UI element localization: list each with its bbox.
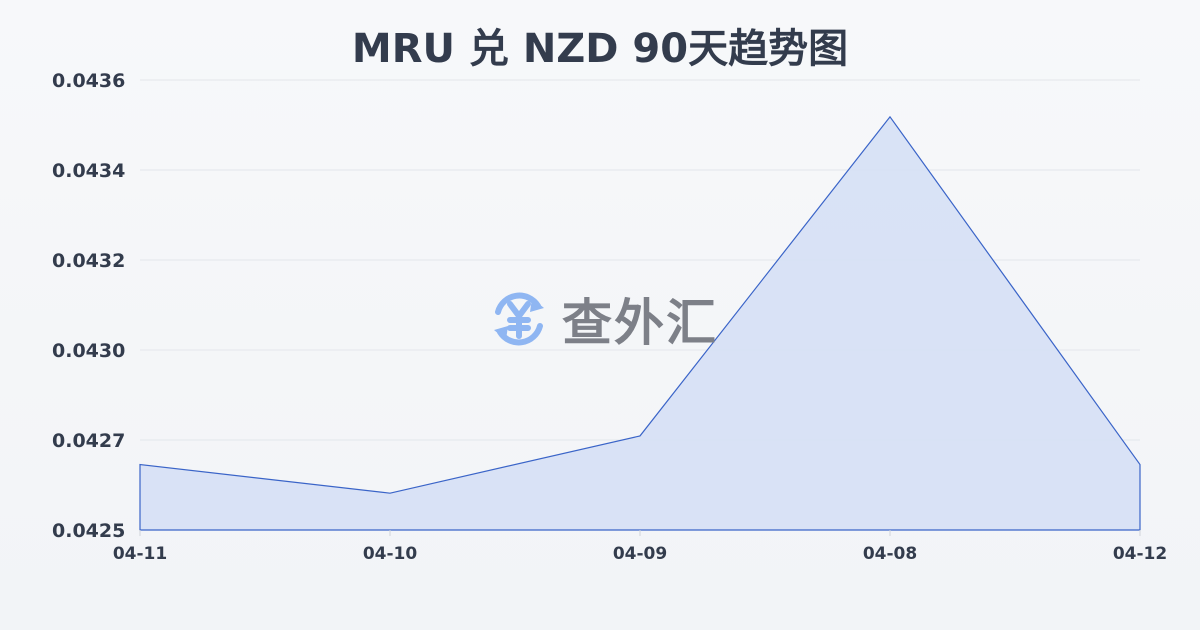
x-tick-label: 04-10 [363, 544, 418, 564]
y-tick-label: 0.0430 [52, 340, 125, 362]
watermark: 查外汇 [488, 283, 718, 355]
y-tick-label: 0.0432 [52, 250, 125, 272]
x-tick-label: 04-11 [113, 544, 167, 564]
y-tick-label: 0.0425 [52, 520, 125, 542]
yen-exchange-icon [494, 292, 544, 346]
y-tick-label: 0.0427 [52, 430, 125, 452]
x-tick-label: 04-12 [1113, 544, 1167, 564]
chart-title: MRU 兑 NZD 90天趋势图 [351, 26, 849, 72]
x-tick-label: 04-08 [863, 544, 917, 564]
y-tick-label: 0.0436 [52, 70, 125, 92]
watermark-text: 查外汇 [562, 294, 718, 352]
y-tick-label: 0.0434 [52, 160, 125, 182]
area-series [139, 115, 1141, 531]
x-tick-label: 04-09 [613, 544, 667, 564]
